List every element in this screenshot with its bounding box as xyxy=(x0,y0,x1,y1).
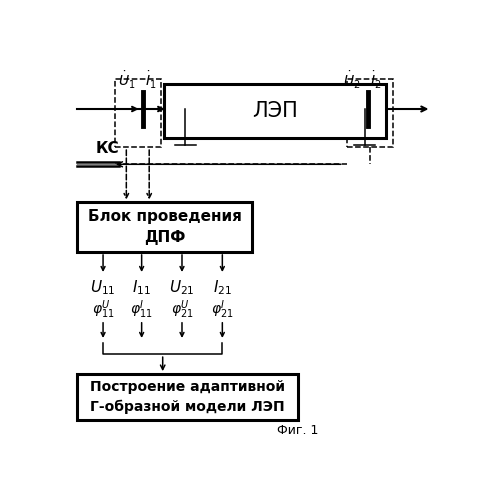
Bar xyxy=(115,78,161,147)
Text: $\varphi_{11}^{U}$: $\varphi_{11}^{U}$ xyxy=(92,299,114,321)
Text: Фиг. 1: Фиг. 1 xyxy=(277,424,319,437)
Text: $\dot{I}_1$: $\dot{I}_1$ xyxy=(145,70,156,91)
Text: $\dot{U}_2$: $\dot{U}_2$ xyxy=(342,70,360,91)
Text: Построение адаптивной
Г-образной модели ЛЭП: Построение адаптивной Г-образной модели … xyxy=(90,380,285,414)
Text: $\dot{U}_1$: $\dot{U}_1$ xyxy=(118,70,135,91)
Bar xyxy=(164,84,386,138)
Text: ЛЭП: ЛЭП xyxy=(252,101,298,121)
Text: КС: КС xyxy=(95,141,119,156)
Text: Блок проведения
ДПФ: Блок проведения ДПФ xyxy=(88,209,242,245)
Text: $I_{11}$: $I_{11}$ xyxy=(132,278,151,296)
Text: $I_{21}$: $I_{21}$ xyxy=(213,278,232,296)
Text: $\varphi_{21}^{I}$: $\varphi_{21}^{I}$ xyxy=(211,299,234,321)
Text: $U_{11}$: $U_{11}$ xyxy=(90,278,116,296)
Text: $\dot{I}_2$: $\dot{I}_2$ xyxy=(369,70,381,91)
Text: $\varphi_{11}^{I}$: $\varphi_{11}^{I}$ xyxy=(130,299,153,321)
Text: $\varphi_{21}^{U}$: $\varphi_{21}^{U}$ xyxy=(171,299,193,321)
Bar xyxy=(77,203,252,252)
Bar xyxy=(77,374,298,420)
Bar xyxy=(347,78,393,147)
Text: $U_{21}$: $U_{21}$ xyxy=(169,278,195,296)
